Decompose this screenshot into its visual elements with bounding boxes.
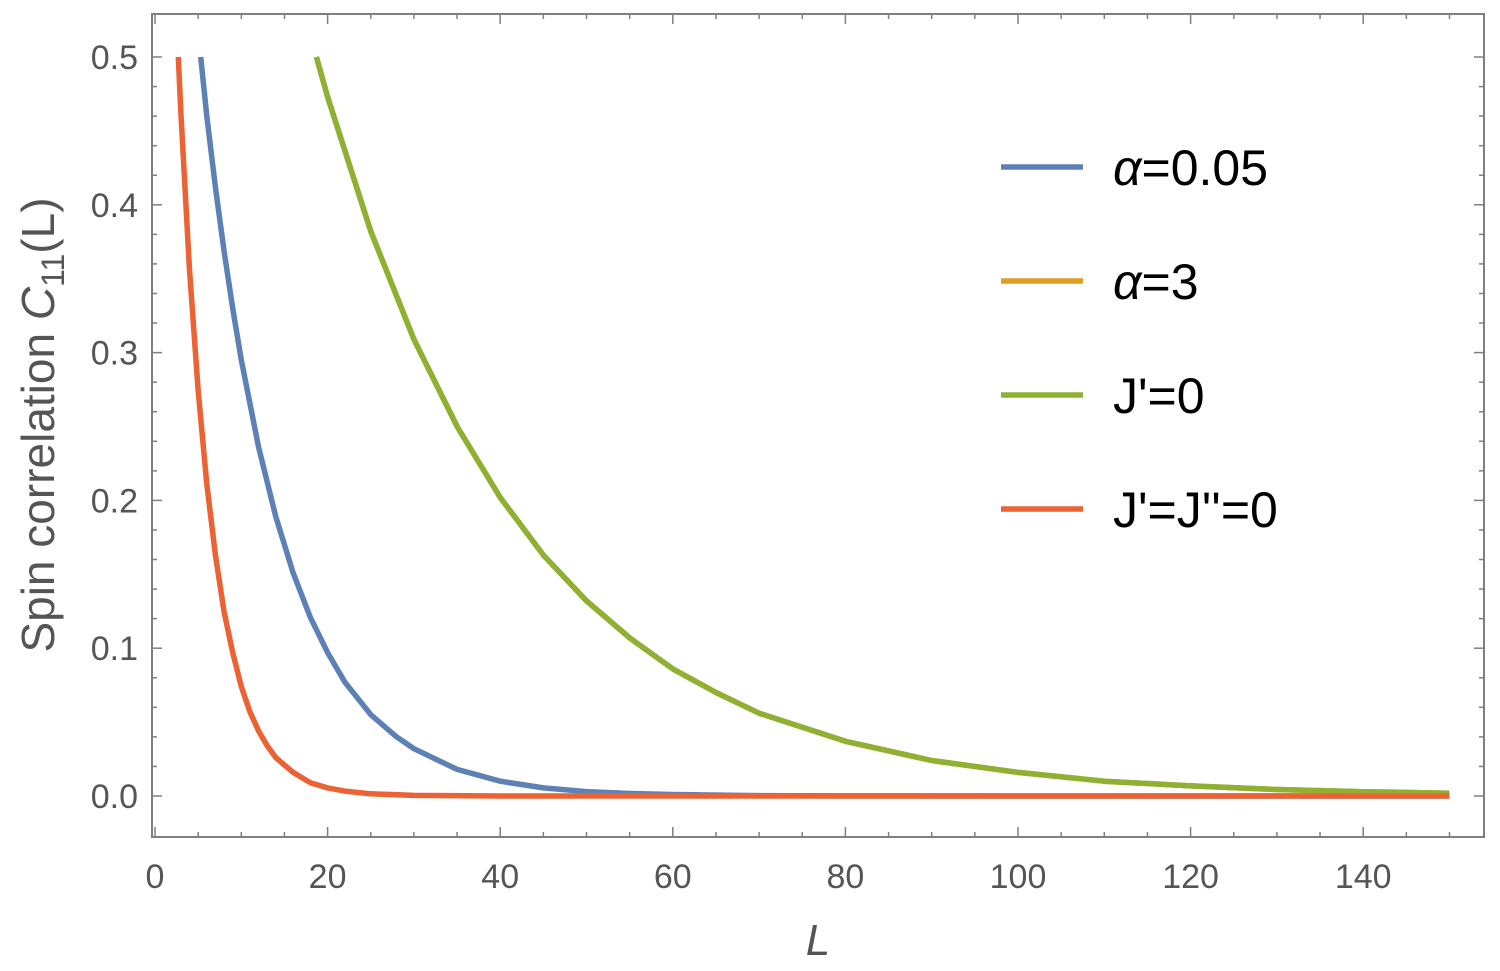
series-line-3 — [313, 56, 1450, 796]
x-tick-label: 60 — [654, 858, 692, 896]
y-tick-label: 0.4 — [91, 187, 138, 225]
x-tick-label: 120 — [1162, 858, 1219, 896]
y-axis-title-subscript: 11 — [35, 254, 71, 287]
series-line-4 — [175, 56, 1450, 799]
y-axis-title-prefix: Spin correlation — [12, 320, 64, 652]
y-axis-title-symbol: C — [12, 286, 64, 320]
y-tick-label: 0.5 — [91, 39, 138, 77]
series-line-2 — [313, 56, 1450, 796]
legend-label-1: α=0.05 — [1113, 140, 1268, 196]
x-tick-label: 80 — [826, 858, 864, 896]
y-tick-label: 0.3 — [91, 335, 138, 373]
y-axis-title-suffix: (L) — [12, 197, 64, 253]
y-axis-title: Spin correlation C11(L) — [12, 197, 71, 652]
x-tick-label: 140 — [1335, 858, 1392, 896]
y-tick-label: 0.2 — [91, 482, 138, 520]
legend-label-2: α=3 — [1113, 254, 1199, 310]
y-tick-label: 0.0 — [91, 778, 138, 816]
tick-labels: 0 20 40 60 80 100 120 140 0.0 0.1 0.2 0.3 0.4 0.5 — [91, 39, 1392, 896]
x-tick-label: 0 — [146, 858, 165, 896]
x-axis-title: L — [806, 916, 830, 965]
legend: α=0.05 α=3 J'=0 J'=J''=0 — [1001, 140, 1278, 538]
legend-label-4: J'=J''=0 — [1113, 482, 1278, 538]
x-tick-label: 20 — [309, 858, 347, 896]
plot-frame — [151, 13, 1485, 838]
series-lines — [175, 56, 1450, 799]
y-tick-label: 0.1 — [91, 630, 138, 668]
x-tick-label: 100 — [990, 858, 1047, 896]
axis-ticks — [152, 14, 1484, 837]
x-tick-label: 40 — [481, 858, 519, 896]
legend-label-3: J'=0 — [1113, 368, 1205, 424]
